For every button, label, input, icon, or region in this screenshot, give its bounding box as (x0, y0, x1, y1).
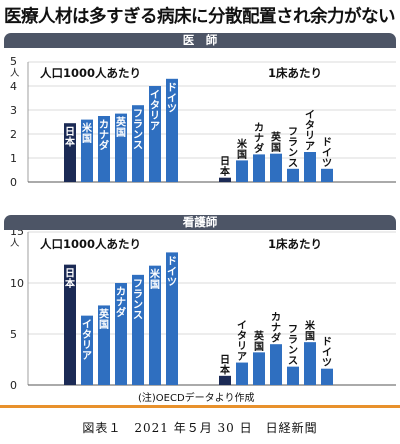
bar-label: 日本 (65, 268, 76, 291)
bar-label: イタリア (150, 89, 160, 133)
bar (287, 366, 299, 385)
y-unit-label: 人 (10, 238, 20, 249)
bar-label: カナダ (116, 286, 126, 319)
y-tick-label: 1 (10, 152, 17, 165)
bar (304, 152, 316, 182)
y-tick-label-top: 5 (10, 55, 17, 68)
bar (219, 375, 231, 385)
bar (149, 86, 161, 182)
y-tick-label: 2 (10, 128, 17, 141)
figure-caption: 図表１ 2021 年５月 30 日 日経新聞 (82, 421, 318, 435)
y-tick-label: 10 (10, 277, 24, 290)
bar (115, 283, 127, 385)
y-tick-label: 3 (10, 104, 17, 117)
bar-label: カナダ (99, 119, 109, 152)
bar-label: ドイツ (167, 255, 177, 288)
bar-label: 英国 (253, 329, 265, 353)
bar (132, 105, 144, 182)
group-label: 人口1000人あたり (40, 66, 141, 80)
group-label: 人口1000人あたり (40, 237, 141, 251)
bar-label: 日本 (65, 126, 76, 149)
bar-label: フランス (288, 324, 298, 368)
bar (270, 153, 282, 182)
headline: 医療人材は多すぎる病床に分散配置され余力がない (4, 7, 396, 27)
source-note: (注)OECDデータより作成 (138, 393, 255, 404)
bar (236, 160, 248, 182)
bar (81, 119, 93, 182)
bar-label: イタリア (82, 319, 92, 363)
bar-label: 米国 (82, 122, 93, 146)
bar-label: 日本 (220, 156, 231, 179)
bar (166, 252, 178, 385)
bar (98, 305, 110, 385)
bar (64, 123, 76, 182)
y-tick-label: 0 (10, 176, 17, 189)
bar-label: 米国 (150, 268, 161, 292)
bar (219, 177, 231, 182)
bar-label: 英国 (270, 131, 282, 155)
bar (236, 362, 248, 385)
bar-label: カナダ (254, 122, 264, 155)
group-label: 1床あたり (268, 66, 322, 80)
bar (253, 352, 265, 385)
y-tick-label: 4 (10, 80, 17, 93)
group-label: 1床あたり (268, 237, 322, 251)
bar (304, 342, 316, 385)
bar (98, 116, 110, 182)
bar (132, 274, 144, 385)
y-tick-label-top: 15 (10, 230, 24, 238)
bar-label: カナダ (271, 312, 281, 345)
bar-label: フランス (288, 126, 298, 170)
bar-label: ドイツ (322, 336, 332, 369)
bar (81, 315, 93, 385)
bar-label: イタリア (237, 320, 247, 364)
bar (149, 265, 161, 385)
y-tick-label: 0 (10, 379, 17, 390)
y-tick-label: 5 (10, 328, 17, 341)
bar-label: 英国 (98, 307, 110, 331)
band-doctors: 医 師 (4, 33, 396, 48)
orange-rule (0, 405, 400, 408)
bar (270, 344, 282, 385)
bar-label: 英国 (115, 116, 127, 140)
bar-label: フランス (133, 278, 143, 322)
bar-label: 米国 (237, 137, 248, 161)
bar (321, 368, 333, 385)
bar-label: 米国 (305, 319, 316, 343)
bar (253, 154, 265, 182)
bar-label: ドイツ (167, 82, 177, 115)
y-unit-label: 人 (10, 68, 20, 79)
bar (115, 113, 127, 182)
band-nurses: 看護師 (4, 215, 396, 230)
bar (287, 168, 299, 182)
bar (321, 168, 333, 182)
bar-label: イタリア (305, 109, 315, 153)
bar-label: 日本 (220, 354, 231, 377)
bar-label: ドイツ (322, 136, 332, 169)
bar-label: フランス (133, 108, 143, 152)
bar (166, 78, 178, 182)
bar (64, 264, 76, 385)
